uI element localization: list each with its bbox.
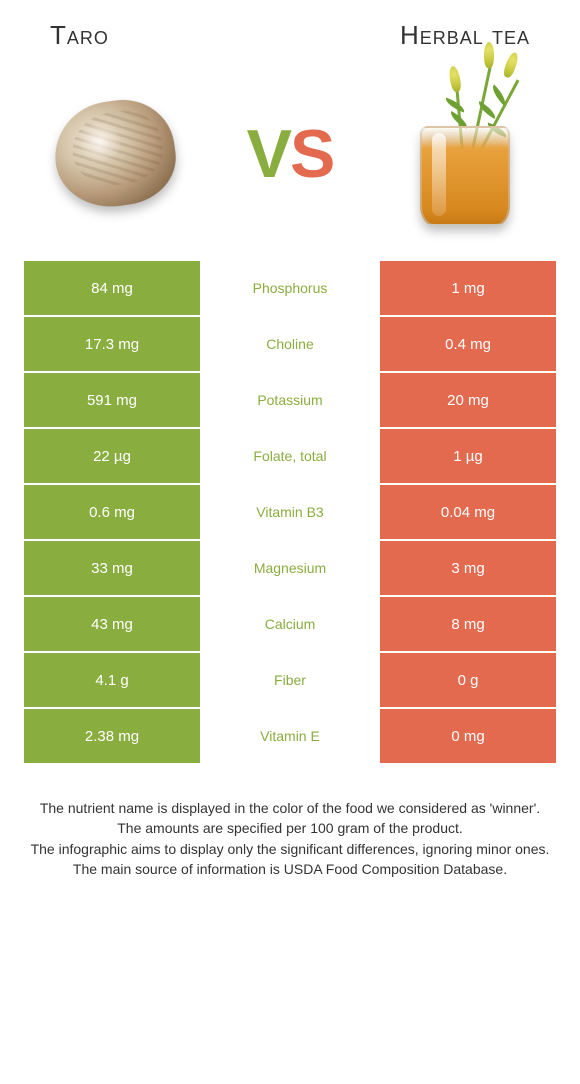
left-value-cell: 2.38 mg (24, 709, 200, 763)
table-row: 84 mgPhosphorus1 mg (24, 261, 556, 315)
taro-icon (48, 93, 181, 214)
taro-image (35, 74, 195, 234)
right-value-cell: 1 mg (380, 261, 556, 315)
right-value-cell: 0 mg (380, 709, 556, 763)
nutrient-name-cell: Magnesium (202, 541, 378, 595)
nutrient-name-cell: Calcium (202, 597, 378, 651)
left-value-cell: 17.3 mg (24, 317, 200, 371)
table-row: 22 µgFolate, total1 µg (24, 429, 556, 483)
nutrient-name-cell: Fiber (202, 653, 378, 707)
left-value-cell: 4.1 g (24, 653, 200, 707)
left-value-cell: 22 µg (24, 429, 200, 483)
footer-line: The nutrient name is displayed in the co… (28, 798, 552, 818)
right-value-cell: 0 g (380, 653, 556, 707)
nutrient-name-cell: Vitamin B3 (202, 485, 378, 539)
herbal-tea-image (385, 74, 545, 234)
right-value-cell: 0.04 mg (380, 485, 556, 539)
left-value-cell: 0.6 mg (24, 485, 200, 539)
herbal-tea-icon (385, 74, 545, 234)
left-value-cell: 33 mg (24, 541, 200, 595)
table-row: 17.3 mgCholine0.4 mg (24, 317, 556, 371)
right-value-cell: 0.4 mg (380, 317, 556, 371)
vs-s-letter: S (290, 116, 333, 192)
right-value-cell: 20 mg (380, 373, 556, 427)
left-value-cell: 84 mg (24, 261, 200, 315)
nutrient-name-cell: Phosphorus (202, 261, 378, 315)
left-food-title: Taro (50, 20, 109, 51)
table-row: 591 mgPotassium20 mg (24, 373, 556, 427)
left-value-cell: 43 mg (24, 597, 200, 651)
footer-line: The infographic aims to display only the… (28, 839, 552, 859)
vs-label: VS (247, 115, 334, 193)
footer-line: The amounts are specified per 100 gram o… (28, 818, 552, 838)
right-value-cell: 1 µg (380, 429, 556, 483)
table-row: 4.1 gFiber0 g (24, 653, 556, 707)
table-row: 0.6 mgVitamin B30.04 mg (24, 485, 556, 539)
right-value-cell: 8 mg (380, 597, 556, 651)
nutrient-table: 84 mgPhosphorus1 mg17.3 mgCholine0.4 mg5… (0, 261, 580, 763)
images-row: VS (0, 61, 580, 261)
footer-notes: The nutrient name is displayed in the co… (0, 763, 580, 879)
footer-line: The main source of information is USDA F… (28, 859, 552, 879)
vs-v-letter: V (247, 116, 290, 192)
table-row: 33 mgMagnesium3 mg (24, 541, 556, 595)
nutrient-name-cell: Vitamin E (202, 709, 378, 763)
right-value-cell: 3 mg (380, 541, 556, 595)
right-food-title: Herbal tea (400, 20, 530, 51)
table-row: 43 mgCalcium8 mg (24, 597, 556, 651)
nutrient-name-cell: Choline (202, 317, 378, 371)
nutrient-name-cell: Potassium (202, 373, 378, 427)
nutrient-name-cell: Folate, total (202, 429, 378, 483)
table-row: 2.38 mgVitamin E0 mg (24, 709, 556, 763)
left-value-cell: 591 mg (24, 373, 200, 427)
